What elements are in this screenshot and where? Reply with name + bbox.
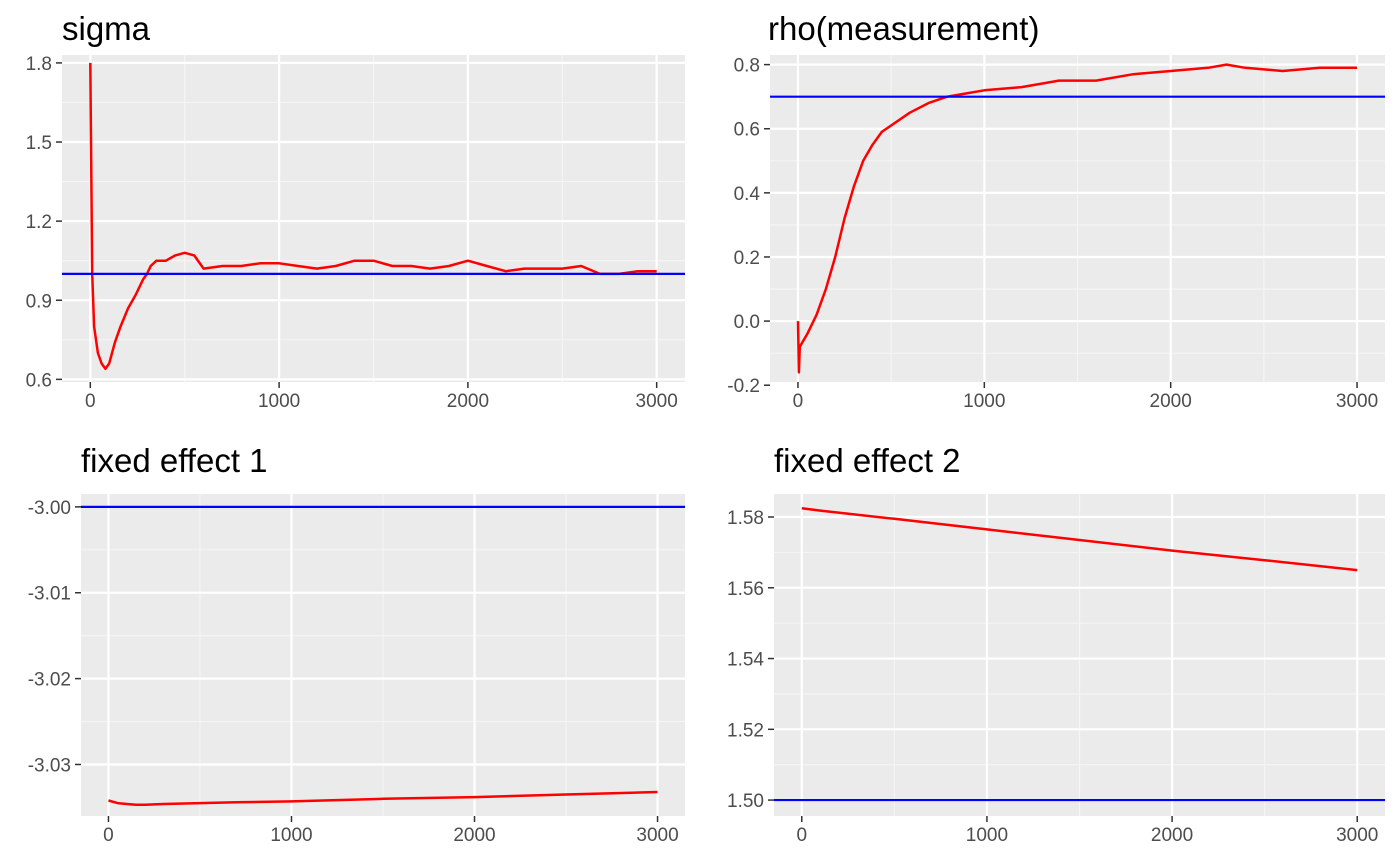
y-tick-label: 0.4 [734, 184, 761, 205]
chart-title: fixed effect 2 [774, 442, 961, 479]
y-tick-label: -3.02 [28, 670, 71, 691]
x-tick-label: 1000 [963, 391, 1005, 412]
y-tick-label: 0.0 [734, 312, 760, 333]
x-tick-label: 0 [85, 391, 96, 412]
x-tick-label: 2000 [447, 391, 489, 412]
y-tick-label: 1.58 [727, 508, 764, 529]
x-tick-label: 0 [103, 825, 114, 846]
chart-panel: 0 1000 2000 3000 1.50 1.52 1.54 1.56 1.58 fixed e… [727, 442, 1385, 846]
x-tick-label: 1000 [966, 825, 1008, 846]
y-tick-label: 0.6 [26, 370, 52, 391]
x-tick-label: 1000 [270, 825, 312, 846]
x-tick-label: 2000 [1151, 825, 1193, 846]
series-line [89, 62, 657, 371]
x-tick-label: 3000 [636, 391, 678, 412]
x-tick-label: 2000 [453, 825, 495, 846]
y-tick-label: 1.5 [26, 133, 52, 154]
chart-title: sigma [62, 10, 151, 47]
y-tick-label: 0.6 [734, 120, 760, 141]
y-tick-label: 1.8 [26, 54, 52, 75]
y-tick-label: 0.9 [26, 291, 52, 312]
y-tick-label: 0.8 [734, 56, 760, 77]
chart-panel: 0 1000 2000 3000 -3.03 -3.02 -3.01 -3.00 fixed e… [28, 442, 685, 846]
y-tick-label: 1.2 [26, 212, 52, 233]
y-tick-label: 1.52 [727, 720, 764, 741]
chart-title: rho(measurement) [768, 10, 1039, 47]
y-tick-label: -0.2 [727, 376, 760, 397]
y-tick-label: -3.00 [28, 498, 71, 519]
chart-panel: 0 1000 2000 3000 0.6 0.9 1.2 1.5 1.8 sigma [26, 10, 685, 412]
x-tick-label: 1000 [258, 391, 300, 412]
series-line [801, 506, 1358, 572]
x-tick-label: 0 [793, 391, 804, 412]
series-line [108, 790, 658, 807]
y-tick-label: 1.50 [727, 791, 764, 812]
series-line [796, 63, 1357, 374]
y-tick-label: 1.56 [727, 579, 764, 600]
y-tick-label: -3.01 [28, 584, 71, 605]
x-tick-label: 3000 [1336, 825, 1378, 846]
x-tick-label: 3000 [636, 825, 678, 846]
x-tick-label: 0 [796, 825, 807, 846]
chart-panel: 0 1000 2000 3000 -0.2 0.0 0.2 0.4 0.6 0.8 rho(meas… [727, 10, 1385, 412]
chart-title: fixed effect 1 [81, 442, 268, 479]
y-tick-label: 0.2 [734, 248, 760, 269]
y-tick-label: 1.54 [727, 650, 764, 671]
x-tick-label: 2000 [1150, 391, 1192, 412]
x-tick-label: 3000 [1336, 391, 1378, 412]
y-tick-label: -3.03 [28, 755, 71, 776]
